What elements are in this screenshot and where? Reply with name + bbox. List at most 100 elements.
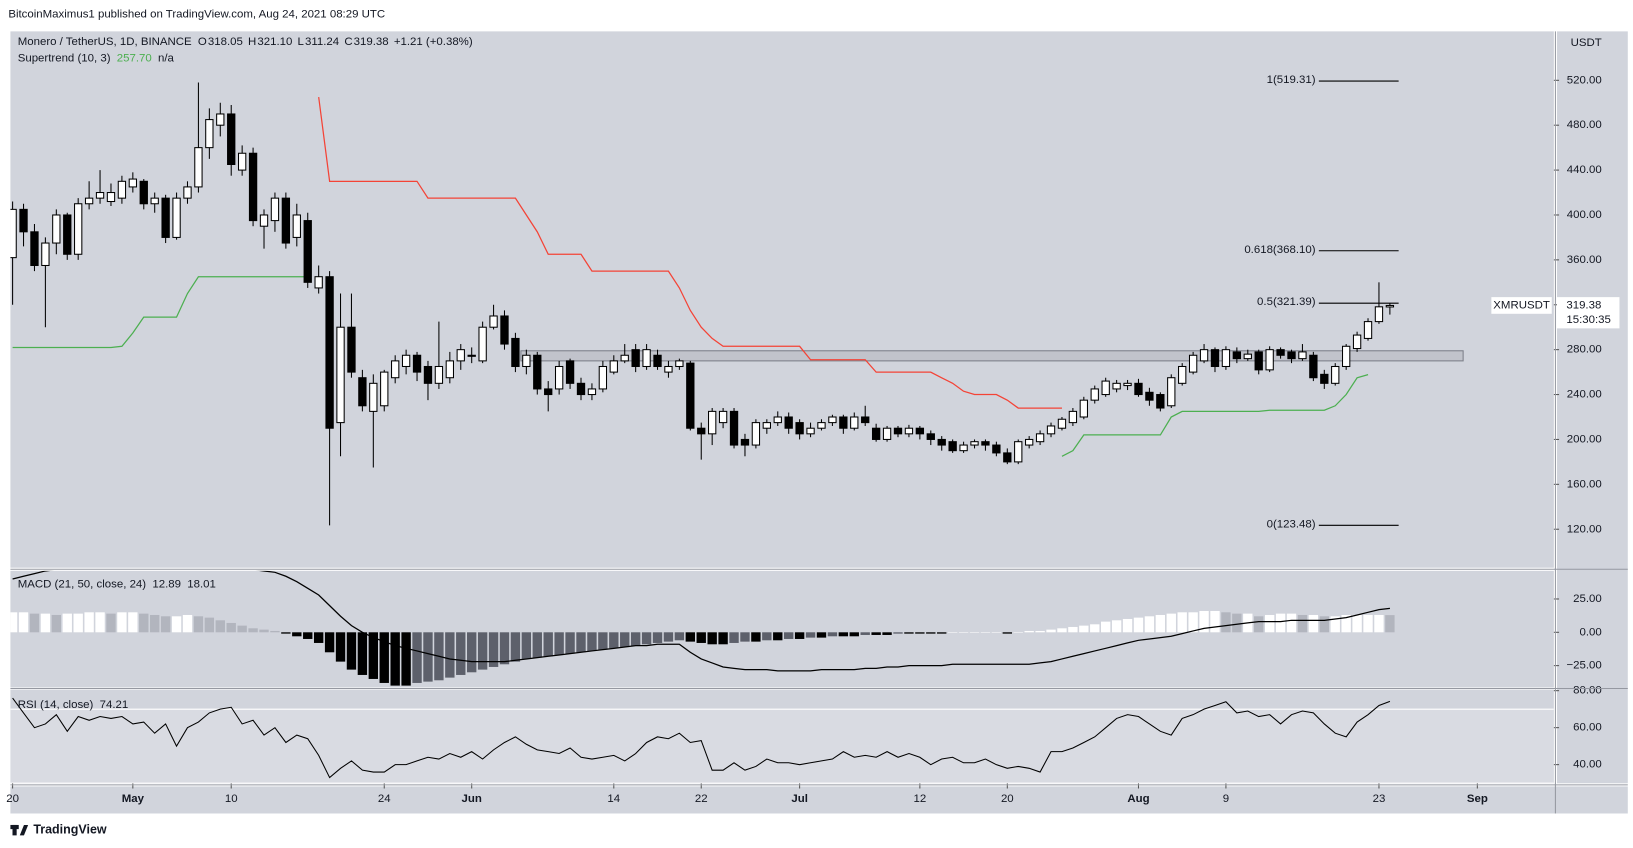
macd-bar xyxy=(532,632,542,658)
macd-line xyxy=(12,570,1390,672)
macd-bar xyxy=(117,612,127,633)
candle-body xyxy=(281,197,291,244)
rsi-pane xyxy=(10,689,1554,784)
macd-value: 18.01 xyxy=(187,578,216,590)
candle-body xyxy=(1309,354,1318,379)
candle-body xyxy=(664,365,673,373)
macd-bar xyxy=(882,632,892,635)
candle-body xyxy=(391,360,400,379)
macd-bar xyxy=(160,616,171,633)
macd-bar xyxy=(805,632,816,638)
macd-bar xyxy=(543,632,553,657)
macd-bar xyxy=(1308,614,1319,633)
macd-bar xyxy=(1155,614,1166,633)
macd-bar xyxy=(1221,612,1231,633)
x-tick-label: 10 xyxy=(225,793,238,805)
candle-body xyxy=(1090,388,1099,401)
candle-body xyxy=(358,377,367,407)
x-tick-label: 23 xyxy=(1373,793,1386,805)
candle-body xyxy=(489,315,498,328)
macd-bar xyxy=(1166,613,1176,633)
main-pane xyxy=(10,31,1554,568)
macd-bar xyxy=(84,612,94,633)
candle-body xyxy=(423,365,433,384)
macd-bar xyxy=(1035,630,1045,633)
candle-body xyxy=(806,427,815,435)
macd-bar xyxy=(1341,614,1351,633)
candle-body xyxy=(762,422,771,429)
macd-bar xyxy=(412,632,422,683)
candle-body xyxy=(740,438,750,446)
legend-title: Monero / TetherUS, 1D, BINANCE xyxy=(18,36,192,48)
fib-label: 1(519.31) xyxy=(1267,74,1316,86)
macd-bar xyxy=(1254,616,1264,633)
macd-bar xyxy=(1024,630,1034,633)
candle-body xyxy=(1320,373,1329,384)
macd-bar xyxy=(1100,621,1111,633)
rsi-tick-label: 60.00 xyxy=(1573,722,1602,734)
macd-bar xyxy=(368,632,379,679)
legend-ohlc-value: 318.05 xyxy=(208,36,243,48)
macd-bar xyxy=(379,632,389,683)
macd-bar xyxy=(1177,612,1187,633)
candle-body xyxy=(773,416,782,424)
candle-body xyxy=(1254,351,1263,371)
macd-bar xyxy=(510,632,521,662)
candle-body xyxy=(1145,391,1154,401)
macd-bar xyxy=(346,632,357,670)
y-tick-label: 120.00 xyxy=(1567,523,1602,535)
macd-bar xyxy=(1352,614,1362,633)
candle-body xyxy=(751,422,761,446)
macd-bar xyxy=(29,613,40,633)
candle-body xyxy=(248,152,258,222)
tv-logo: TradingView xyxy=(10,822,107,836)
candle-body xyxy=(41,242,50,267)
candle-body xyxy=(106,192,116,203)
price-axis xyxy=(1556,31,1628,784)
macd-bar xyxy=(1133,617,1144,633)
legend-ohlc-name: O xyxy=(198,36,207,48)
macd-bar xyxy=(270,630,280,633)
macd-bar xyxy=(784,632,794,639)
macd-bar xyxy=(740,632,750,642)
candle-body xyxy=(1035,433,1045,443)
macd-bar xyxy=(915,632,925,634)
macd-bar xyxy=(40,613,51,633)
macd-bar xyxy=(587,632,597,651)
legend-ohlc-name: L xyxy=(298,36,304,48)
macd-bar xyxy=(707,632,717,645)
macd-bar xyxy=(554,632,564,655)
candle-body xyxy=(642,349,651,368)
candle-body xyxy=(904,427,914,435)
macd-bar xyxy=(499,632,510,665)
macd-bar xyxy=(762,632,772,641)
legend-ohlc-name: H xyxy=(248,36,256,48)
y-tick-label: 200.00 xyxy=(1567,433,1602,445)
macd-bar xyxy=(794,632,805,639)
price-tag-box xyxy=(1491,297,1552,314)
macd-bar xyxy=(357,632,368,675)
candle-body xyxy=(1331,365,1340,384)
candle-body xyxy=(292,214,301,238)
candle-body xyxy=(1112,382,1121,390)
macd-bar xyxy=(292,632,302,637)
candle-body xyxy=(172,197,181,238)
macd-bar xyxy=(576,632,586,653)
candle-body xyxy=(1156,394,1165,409)
macd-bar xyxy=(1111,620,1122,633)
candle-body xyxy=(937,438,946,446)
candle-body xyxy=(1276,349,1285,356)
macd-bar xyxy=(1297,614,1308,633)
macd-bar xyxy=(18,612,29,633)
supertrend-name: Supertrend (10, 3) xyxy=(18,52,111,64)
macd-bar xyxy=(1199,610,1209,633)
y-tick-label: 400.00 xyxy=(1567,209,1602,221)
candle-body xyxy=(609,360,618,373)
y-tick-label: 520.00 xyxy=(1567,74,1602,86)
x-tick-label: Aug xyxy=(1127,793,1149,805)
macd-bar xyxy=(237,625,247,633)
macd-bar xyxy=(696,632,706,643)
candle-body xyxy=(183,186,192,199)
candle-body xyxy=(1199,349,1209,362)
